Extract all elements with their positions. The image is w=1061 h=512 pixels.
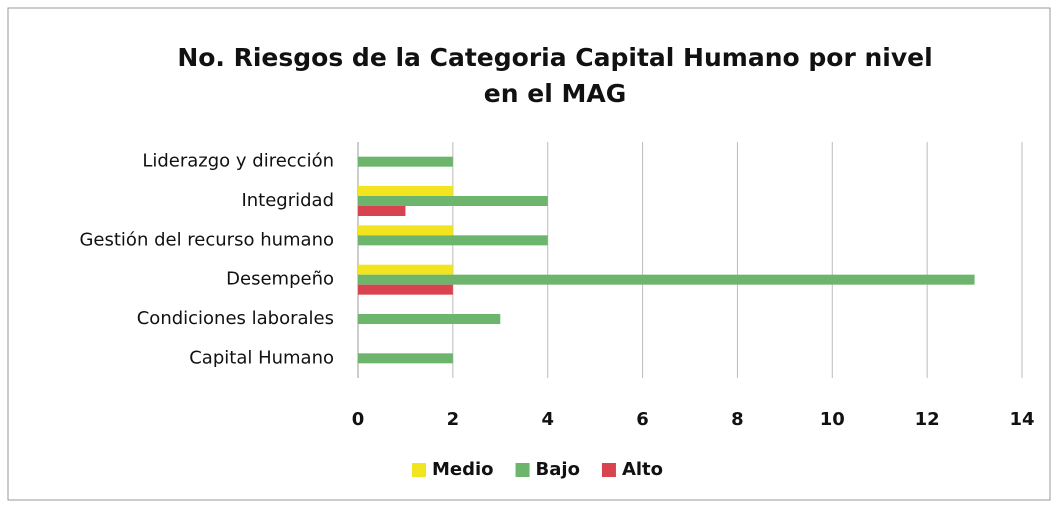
x-tick-label: 10 bbox=[820, 409, 845, 430]
legend-label: Medio bbox=[432, 459, 494, 480]
bar bbox=[358, 235, 548, 246]
bar bbox=[358, 274, 975, 285]
chart-title: No. Riesgos de la Categoria Capital Huma… bbox=[177, 43, 933, 108]
bar bbox=[358, 314, 501, 324]
x-tick-label: 8 bbox=[731, 409, 744, 430]
bar bbox=[358, 186, 453, 196]
y-tick-label: Gestión del recurso humano bbox=[79, 229, 334, 250]
chart-border bbox=[7, 7, 1051, 501]
legend-label: Alto bbox=[622, 459, 663, 480]
y-tick-label: Desempeño bbox=[226, 269, 334, 290]
x-tick-label: 14 bbox=[1009, 409, 1034, 430]
y-tick-label: Integridad bbox=[241, 190, 334, 211]
bar bbox=[358, 353, 453, 364]
x-tick-label: 4 bbox=[541, 409, 554, 430]
bar bbox=[358, 284, 453, 295]
x-tick-label: 6 bbox=[636, 409, 649, 430]
x-tick-label: 12 bbox=[915, 409, 940, 430]
bar bbox=[358, 206, 406, 216]
bar bbox=[358, 196, 548, 206]
bar bbox=[358, 264, 453, 275]
legend-swatch bbox=[515, 463, 530, 477]
bar bbox=[358, 225, 453, 236]
x-tick-label: 0 bbox=[352, 409, 365, 430]
y-tick-label: Liderazgo y dirección bbox=[142, 151, 334, 172]
x-tick-label: 2 bbox=[447, 409, 460, 430]
legend-label: Bajo bbox=[536, 459, 580, 480]
legend-swatch bbox=[601, 463, 616, 477]
legend-swatch bbox=[412, 463, 426, 477]
y-tick-label: Capital Humano bbox=[189, 347, 334, 368]
y-tick-label: Condiciones laborales bbox=[137, 308, 334, 329]
bar bbox=[358, 156, 453, 167]
